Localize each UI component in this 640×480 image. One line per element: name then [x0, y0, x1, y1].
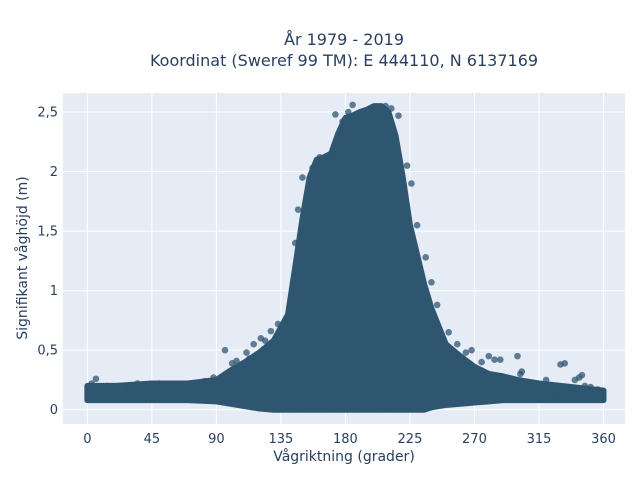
data-point: [267, 327, 275, 335]
data-point: [587, 383, 594, 391]
data-point: [243, 349, 250, 356]
data-point: [395, 112, 402, 119]
data-point: [316, 153, 323, 161]
x-tick-label: 180: [333, 432, 358, 447]
data-point: [330, 405, 338, 412]
data-point: [167, 381, 174, 389]
data-point: [561, 359, 569, 367]
data-point: [134, 380, 141, 387]
data-point: [542, 376, 550, 384]
data-point: [104, 382, 111, 390]
y-tick-label: 2,5: [37, 106, 58, 121]
data-point: [291, 239, 299, 247]
data-point: [92, 375, 100, 383]
x-tick-label: 90: [208, 432, 225, 447]
data-point: [428, 279, 435, 286]
data-point: [322, 156, 329, 163]
data-point: [478, 358, 485, 366]
data-point: [445, 329, 452, 336]
data-point: [422, 254, 430, 261]
data-point: [367, 105, 375, 112]
data-point: [246, 355, 253, 362]
data-point: [578, 371, 586, 379]
x-tick-label: 270: [462, 432, 487, 447]
data-point: [597, 388, 604, 396]
data-point: [349, 101, 356, 109]
data-point: [313, 404, 321, 411]
data-point: [413, 221, 421, 229]
data-point: [124, 383, 131, 391]
data-point: [408, 180, 415, 187]
data-point: [339, 118, 346, 125]
data-layer: [84, 101, 607, 413]
data-point: [514, 352, 521, 360]
plot-area: [63, 93, 625, 424]
data-point: [581, 382, 589, 390]
chart-title-line-2: Koordinat (Sweref 99 TM): E 444110, N 61…: [150, 51, 538, 70]
y-tick-label: 0,5: [37, 344, 58, 359]
data-point: [518, 368, 526, 375]
data-point: [299, 405, 306, 412]
data-point: [552, 390, 560, 398]
data-point: [426, 404, 434, 411]
data-point: [281, 404, 289, 411]
data-point: [201, 377, 209, 385]
x-axis-label: Vågriktning (grader): [273, 448, 415, 465]
chart-title-line-1: År 1979 - 2019: [284, 30, 404, 49]
data-point: [327, 150, 335, 158]
data-point: [210, 374, 217, 381]
x-tick-label: 45: [144, 432, 161, 447]
data-point: [191, 382, 199, 390]
data-point: [345, 108, 352, 116]
y-axis-label: Signifikant våghöjd (m): [14, 176, 31, 339]
data-point: [403, 162, 411, 169]
data-point: [261, 337, 269, 344]
y-tick-label: 1,5: [37, 225, 58, 240]
data-point: [388, 105, 395, 112]
data-point: [496, 356, 504, 364]
data-point: [485, 352, 493, 360]
data-point: [233, 357, 240, 365]
y-axis-ticks: 0 0,5 1 1,5 2 2,5: [37, 106, 58, 419]
data-point: [299, 174, 306, 181]
data-point: [365, 405, 372, 412]
x-tick-label: 360: [591, 432, 616, 447]
data-point: [406, 404, 414, 411]
data-point: [274, 320, 282, 328]
data-point: [155, 380, 163, 387]
data-point: [294, 206, 302, 213]
data-point: [221, 346, 229, 354]
x-tick-label: 225: [398, 432, 423, 447]
x-axis-ticks: 0 45 90 135 180 225 270 315 360: [83, 432, 616, 447]
data-point: [309, 164, 316, 172]
data-point: [433, 301, 441, 309]
data-point: [468, 346, 475, 354]
y-tick-label: 0: [50, 403, 58, 418]
data-point: [462, 349, 470, 356]
data-point: [250, 340, 257, 348]
x-tick-label: 0: [83, 432, 91, 447]
data-point: [349, 404, 356, 411]
data-point: [332, 111, 339, 118]
x-tick-label: 135: [269, 432, 294, 447]
data-point: [491, 356, 498, 364]
x-tick-label: 315: [527, 432, 552, 447]
data-point: [88, 380, 95, 387]
data-point: [385, 405, 392, 412]
data-point: [453, 340, 461, 348]
data-point: [339, 126, 346, 134]
data-point: [382, 102, 389, 110]
y-tick-label: 2: [50, 165, 58, 180]
y-tick-label: 1: [50, 284, 58, 299]
